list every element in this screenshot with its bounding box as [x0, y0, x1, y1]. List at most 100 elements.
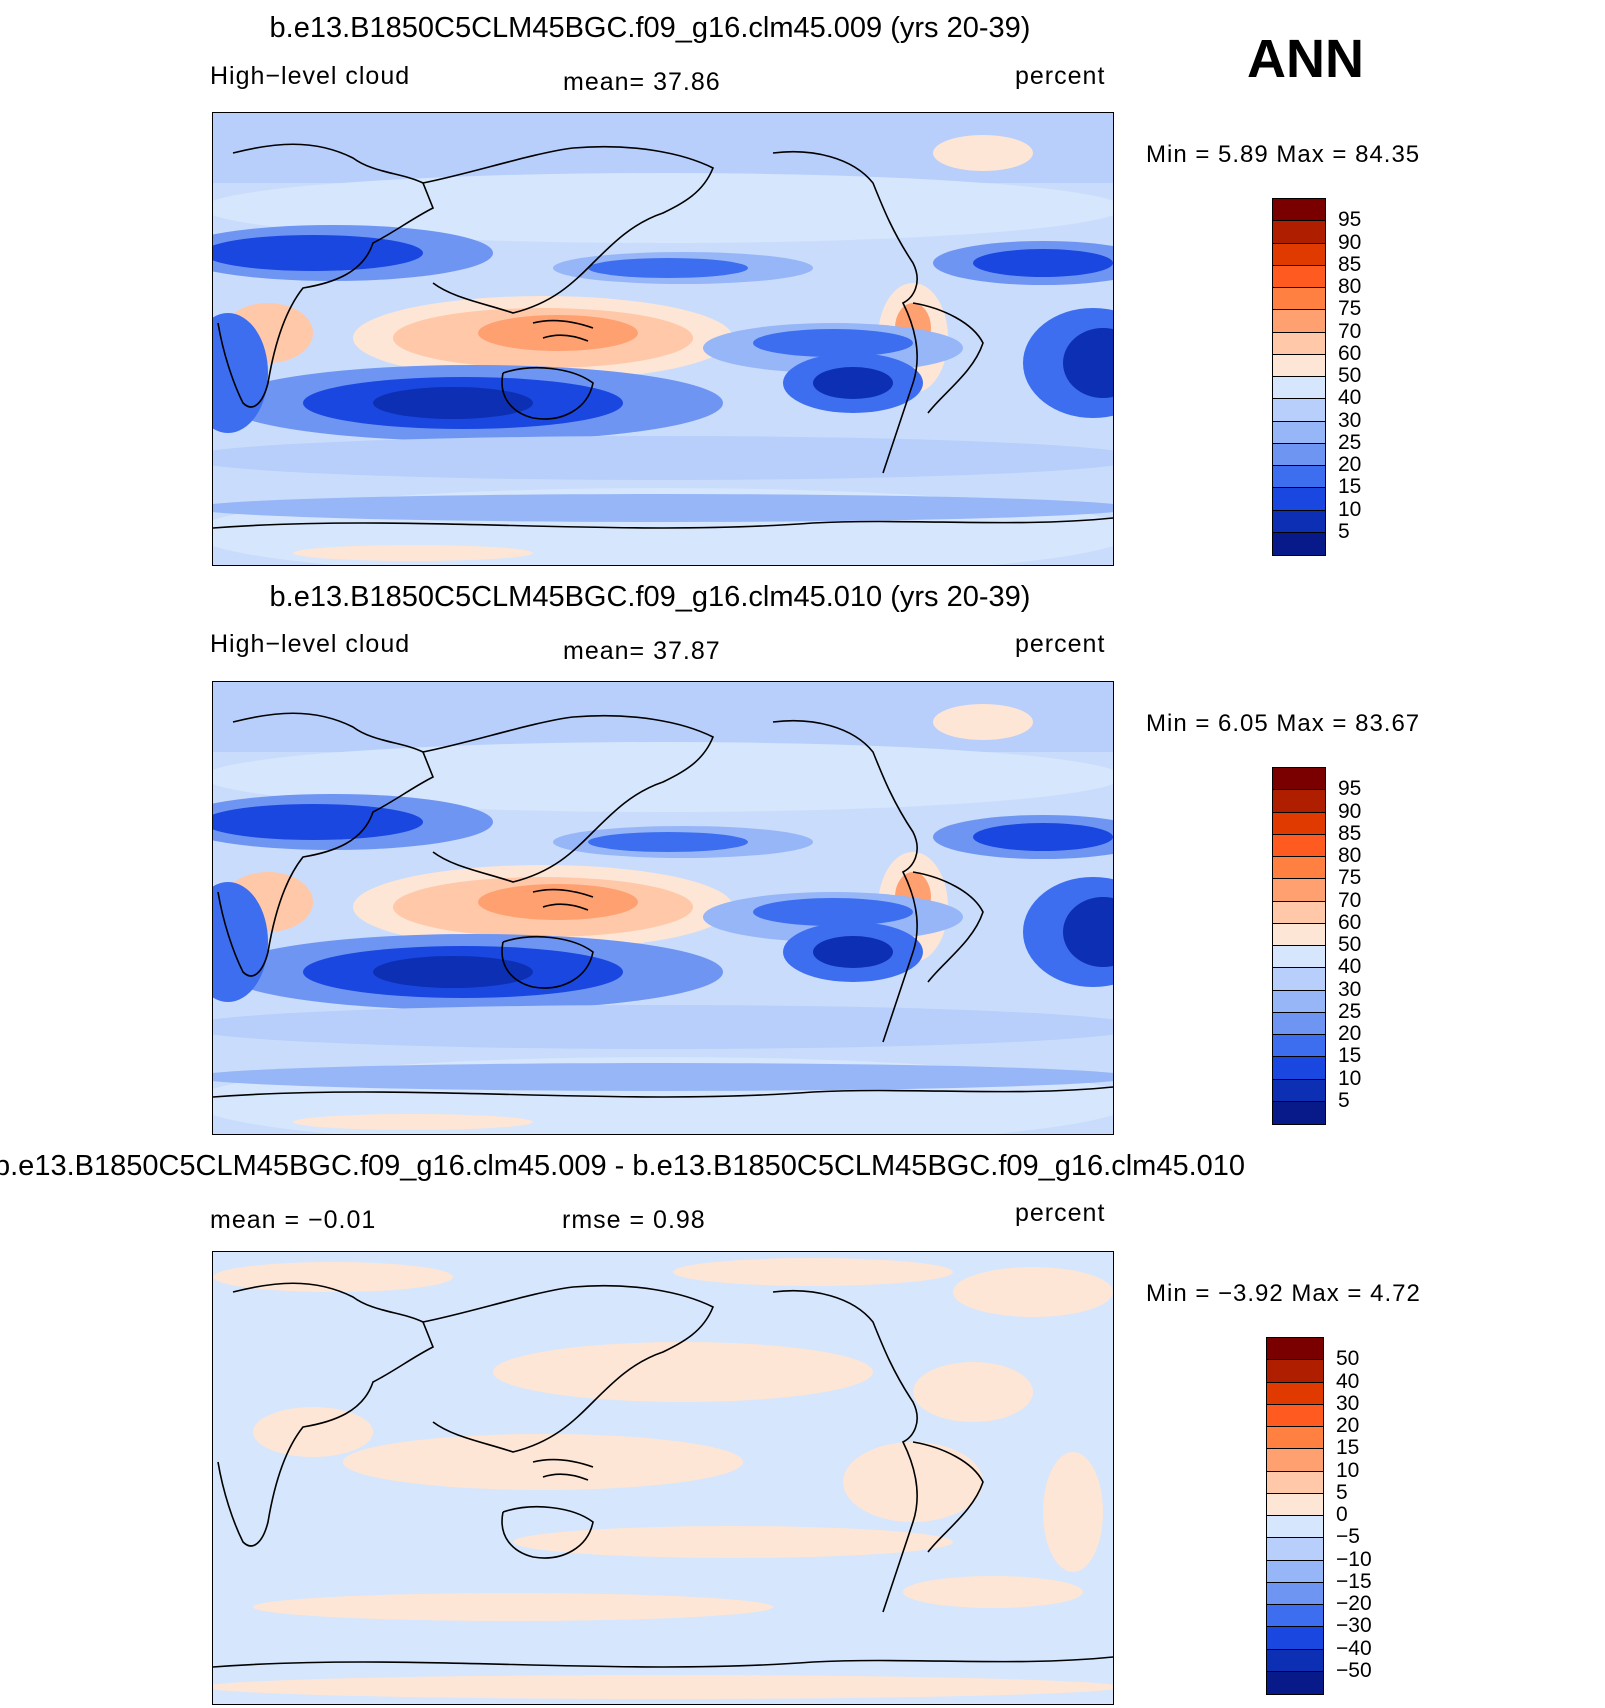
colorbar-level-label: 50: [1338, 933, 1362, 956]
colorbar-level-label: 60: [1338, 341, 1362, 365]
colorbar-swatch: [1267, 1382, 1323, 1405]
panel-2-variable-label: High−level cloud: [210, 630, 411, 658]
colorbar-level-label: 25: [1338, 430, 1362, 454]
colorbar-level-label: 85: [1338, 821, 1362, 845]
colorbar-level-label: 40: [1338, 955, 1362, 979]
colorbar-swatch: [1273, 532, 1325, 555]
panel-2-title: b.e13.B1850C5CLM45BGC.f09_g16.clm45.010 …: [269, 581, 1031, 613]
colorbar-swatch: [1273, 443, 1325, 466]
colorbar-level-label: 0: [1336, 1503, 1348, 1526]
panel-1-map-field: [213, 113, 1113, 565]
colorbar-level-label: −40: [1336, 1636, 1372, 1660]
panel-1-variable-label: High−level cloud: [210, 62, 411, 90]
colorbar-level-label: 75: [1338, 297, 1362, 321]
colorbar-swatch: [1273, 288, 1325, 311]
panel-2-minmax: Min = 6.05 Max = 83.67: [1146, 710, 1421, 737]
colorbar-swatch: [1273, 1079, 1325, 1102]
colorbar-level-label: 40: [1336, 1369, 1360, 1393]
colorbar-swatch: [1267, 1360, 1323, 1383]
colorbar-level-label: 95: [1338, 777, 1362, 801]
colorbar-swatch: [1273, 1057, 1325, 1080]
colorbar-swatch: [1273, 768, 1325, 791]
colorbar-level-label: 15: [1338, 475, 1362, 499]
panel-3-mean-label: mean = −0.01: [210, 1206, 377, 1234]
panel-1-colorbar-swatches: [1273, 199, 1325, 555]
colorbar-level-label: 15: [1336, 1436, 1360, 1460]
colorbar-swatch: [1273, 790, 1325, 813]
colorbar-level-label: −15: [1336, 1569, 1372, 1593]
panel-3-minmax: Min = −3.92 Max = 4.72: [1146, 1280, 1421, 1307]
colorbar-swatch: [1273, 1035, 1325, 1058]
colorbar-level-label: 30: [1338, 408, 1362, 432]
panel-2-map: [212, 681, 1114, 1135]
colorbar-swatch: [1273, 923, 1325, 946]
colorbar-level-label: 95: [1338, 208, 1362, 232]
colorbar-swatch: [1273, 199, 1325, 222]
panel-3-rmse-label: rmse = 0.98: [562, 1206, 706, 1234]
panel-1-mean-label: mean= 37.86: [563, 68, 721, 96]
colorbar-level-label: 20: [1336, 1414, 1360, 1437]
colorbar-swatch: [1273, 421, 1325, 444]
colorbar-level-label: 30: [1336, 1391, 1360, 1415]
panel-1-colorbar: [1272, 198, 1326, 556]
colorbar-level-label: 80: [1338, 844, 1362, 867]
colorbar-swatch: [1273, 377, 1325, 400]
colorbar-level-label: 20: [1338, 1022, 1362, 1045]
panel-2-mean-label: mean= 37.87: [563, 637, 721, 665]
colorbar-swatch: [1273, 812, 1325, 835]
colorbar-swatch: [1273, 857, 1325, 880]
colorbar-level-label: 50: [1336, 1347, 1360, 1371]
colorbar-swatch: [1267, 1582, 1323, 1605]
colorbar-swatch: [1273, 243, 1325, 266]
colorbar-swatch: [1273, 901, 1325, 924]
colorbar-level-label: 80: [1338, 275, 1362, 298]
colorbar-level-label: −5: [1336, 1525, 1360, 1549]
colorbar-swatch: [1267, 1427, 1323, 1450]
colorbar-swatch: [1267, 1338, 1323, 1361]
colorbar-swatch: [1273, 834, 1325, 857]
colorbar-level-label: 30: [1338, 977, 1362, 1001]
colorbar-swatch: [1273, 488, 1325, 511]
panel-1-minmax: Min = 5.89 Max = 84.35: [1146, 141, 1421, 168]
panel-3-units-label: percent: [1015, 1199, 1106, 1227]
colorbar-swatch: [1267, 1649, 1323, 1672]
colorbar-swatch: [1267, 1605, 1323, 1628]
colorbar-swatch: [1267, 1538, 1323, 1561]
colorbar-swatch: [1273, 990, 1325, 1013]
colorbar-swatch: [1273, 1101, 1325, 1124]
colorbar-level-label: 10: [1338, 1066, 1362, 1090]
colorbar-level-label: −10: [1336, 1547, 1372, 1571]
colorbar-swatch: [1267, 1560, 1323, 1583]
colorbar-swatch: [1267, 1671, 1323, 1694]
colorbar-swatch: [1267, 1516, 1323, 1539]
colorbar-swatch: [1273, 946, 1325, 969]
colorbar-swatch: [1273, 221, 1325, 244]
colorbar-level-label: −30: [1336, 1614, 1372, 1638]
colorbar-swatch: [1273, 354, 1325, 377]
colorbar-swatch: [1267, 1404, 1323, 1427]
colorbar-level-label: 40: [1338, 386, 1362, 410]
panel-1-map: [212, 112, 1114, 566]
colorbar-level-label: 85: [1338, 252, 1362, 276]
colorbar-level-label: 25: [1338, 999, 1362, 1023]
colorbar-level-label: 90: [1338, 230, 1362, 254]
colorbar-swatch: [1273, 466, 1325, 489]
panel-2-colorbar: [1272, 767, 1326, 1125]
colorbar-swatch: [1273, 1012, 1325, 1035]
colorbar-level-label: 5: [1336, 1480, 1348, 1504]
season-label: ANN: [1247, 29, 1364, 89]
colorbar-swatch: [1273, 879, 1325, 902]
colorbar-level-label: 70: [1338, 319, 1362, 343]
panel-2-colorbar-swatches: [1273, 768, 1325, 1124]
panel-2-units-label: percent: [1015, 630, 1106, 658]
colorbar-level-label: 5: [1338, 1088, 1350, 1112]
panel-3-map-field: [213, 1252, 1113, 1704]
colorbar-swatch: [1273, 968, 1325, 991]
colorbar-swatch: [1267, 1471, 1323, 1494]
panel-1-title: b.e13.B1850C5CLM45BGC.f09_g16.clm45.009 …: [269, 12, 1031, 44]
panel-1-units-label: percent: [1015, 62, 1106, 90]
colorbar-swatch: [1267, 1493, 1323, 1516]
colorbar-swatch: [1267, 1627, 1323, 1650]
colorbar-level-label: 60: [1338, 910, 1362, 934]
colorbar-level-label: 10: [1336, 1458, 1360, 1482]
